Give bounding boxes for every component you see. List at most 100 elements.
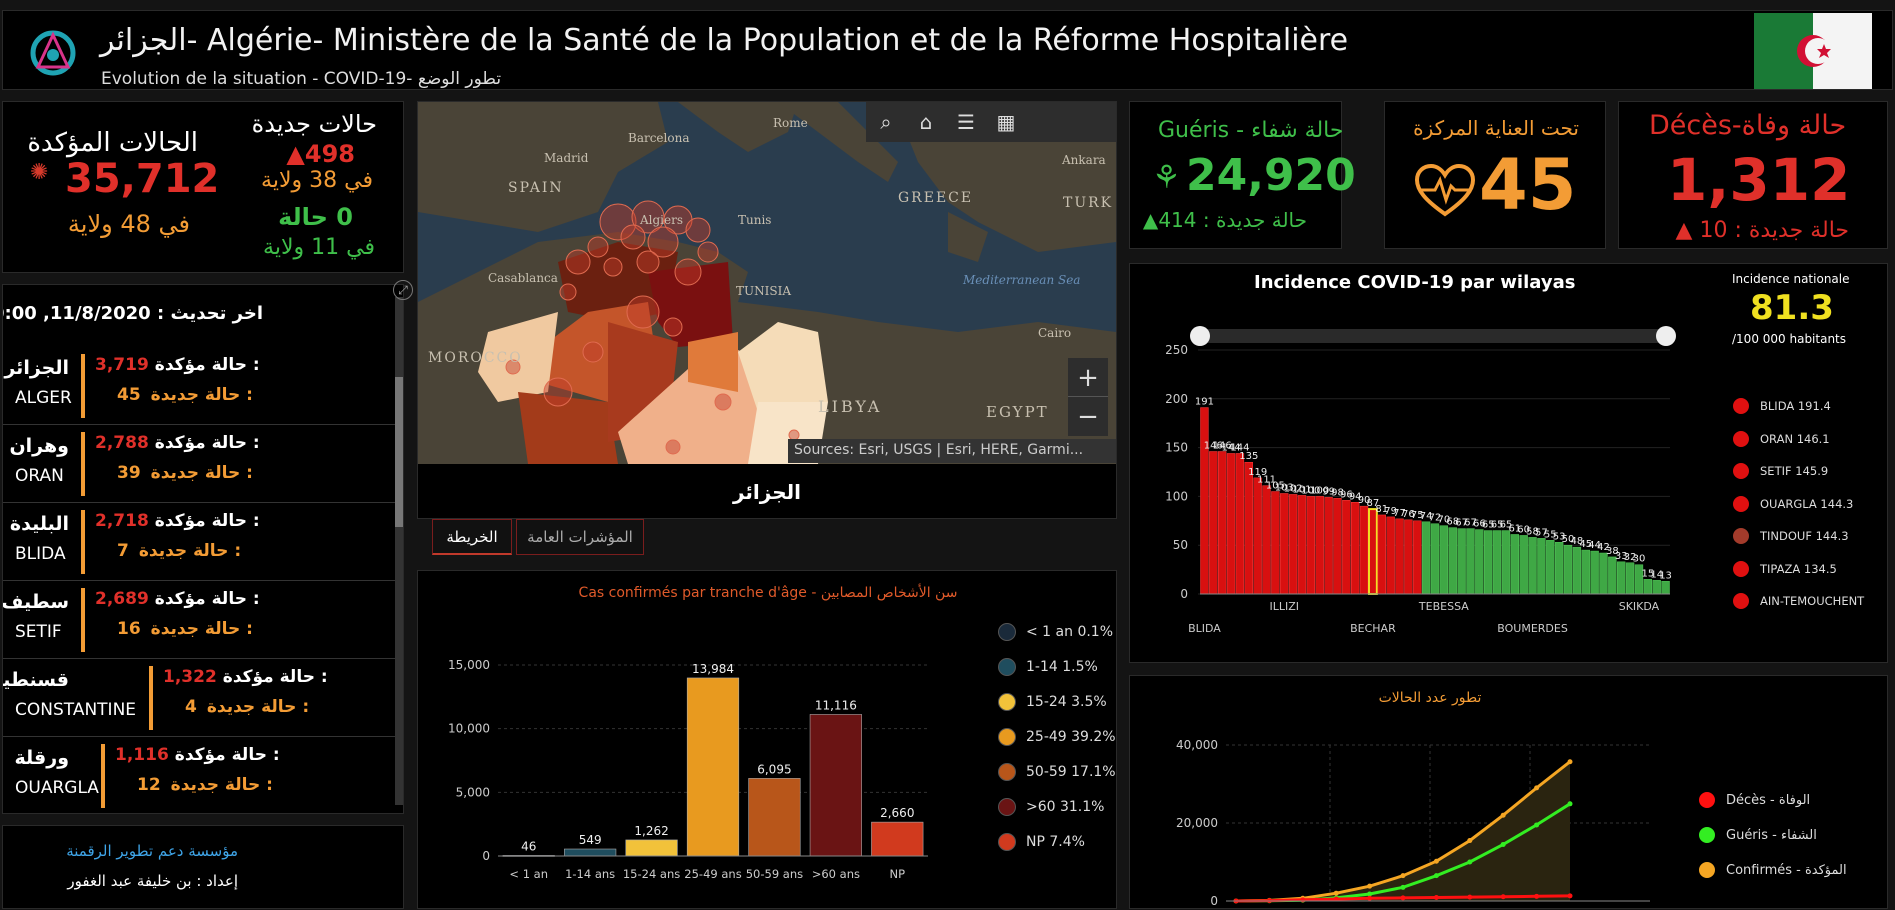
wilaya-incidence-bar[interactable]	[1572, 546, 1582, 595]
wilaya-incidence-bar[interactable]	[1563, 544, 1573, 595]
wilaya-incidence-bar[interactable]	[1590, 550, 1599, 595]
legend-item[interactable]: 1-14 1.5%	[998, 658, 1098, 676]
series-point[interactable]	[1400, 884, 1406, 890]
range-slider-handle-right[interactable]	[1656, 326, 1676, 346]
legend-item[interactable]: SETIF 145.9	[1732, 462, 1828, 480]
legend-item[interactable]: NP 7.4%	[998, 833, 1085, 851]
wilaya-incidence-bar[interactable]	[1439, 525, 1449, 595]
series-point[interactable]	[1367, 891, 1373, 897]
wilaya-incidence-bar[interactable]	[1377, 514, 1386, 595]
wilaya-incidence-bar[interactable]	[1324, 497, 1333, 595]
wilaya-incidence-bar[interactable]	[1395, 518, 1404, 595]
series-point[interactable]	[1333, 896, 1339, 902]
series-point[interactable]	[1333, 890, 1339, 896]
series-point[interactable]	[1567, 759, 1573, 765]
age-bar[interactable]	[809, 714, 862, 857]
wilaya-incidence-bar[interactable]	[1625, 562, 1635, 595]
legend-item[interactable]: AIN-TEMOUCHENT	[1732, 592, 1864, 610]
legend-item[interactable]: Décès - الوفاة	[1698, 791, 1810, 809]
legend-item[interactable]: 25-49 39.2%	[998, 728, 1116, 746]
wilaya-incidence-bar[interactable]	[1280, 493, 1289, 595]
series-point[interactable]	[1534, 893, 1540, 899]
wilaya-incidence-bar[interactable]	[1359, 505, 1369, 595]
wilaya-incidence-bar[interactable]	[1386, 516, 1395, 595]
wilaya-incidence-bar[interactable]	[1226, 453, 1236, 595]
legend-item[interactable]: TINDOUF 144.3	[1732, 527, 1849, 545]
tab-map[interactable]: الخريطة	[432, 519, 512, 555]
range-slider-track[interactable]	[1200, 329, 1670, 343]
series-point[interactable]	[1400, 873, 1406, 879]
wilaya-incidence-bar[interactable]	[1413, 520, 1422, 595]
legend-item[interactable]: OUARGLA 144.3	[1732, 494, 1853, 513]
tab-indicators[interactable]: المؤشرات العامة	[516, 519, 644, 555]
wilaya-incidence-bar[interactable]	[1608, 556, 1617, 595]
wilaya-incidence-bar[interactable]	[1652, 580, 1661, 595]
layer-list-icon[interactable]: ☰	[946, 102, 986, 142]
wilaya-incidence-bar[interactable]	[1537, 538, 1546, 595]
series-point[interactable]	[1433, 858, 1439, 864]
wilaya-incidence-bar[interactable]	[1430, 523, 1440, 595]
wilaya-incidence-bar[interactable]	[1581, 549, 1590, 595]
wilaya-incidence-bar[interactable]	[1510, 534, 1519, 595]
range-slider-handle-left[interactable]	[1190, 326, 1210, 346]
wilaya-incidence-bar[interactable]	[1617, 561, 1626, 595]
series-point[interactable]	[1433, 894, 1439, 900]
wilaya-incidence-bar[interactable]	[1457, 528, 1466, 595]
legend-item[interactable]: Guéris - الشفاء	[1698, 826, 1817, 844]
age-bar[interactable]	[625, 839, 678, 857]
series-point[interactable]	[1500, 812, 1506, 818]
wilaya-incidence-bar[interactable]	[1501, 530, 1511, 595]
age-bar[interactable]	[871, 821, 924, 857]
series-point[interactable]	[1467, 838, 1473, 844]
home-icon[interactable]: ⌂	[906, 102, 946, 142]
wilaya-incidence-bar[interactable]	[1404, 519, 1413, 595]
wilaya-incidence-bar[interactable]	[1546, 540, 1555, 595]
wilaya-incidence-bar[interactable]	[1333, 498, 1342, 595]
wilaya-incidence-bar[interactable]	[1271, 491, 1280, 595]
wilaya-incidence-bar[interactable]	[1217, 451, 1227, 595]
list-item[interactable]: ورقلة OUARGLA 1,116 حالة مؤكدة : 12 حالة جديد…	[3, 737, 399, 813]
wilaya-incidence-bar[interactable]	[1235, 453, 1245, 595]
series-point[interactable]	[1567, 893, 1573, 899]
wilaya-incidence-bar[interactable]	[1315, 496, 1324, 595]
legend-item[interactable]: 15-24 3.5%	[998, 693, 1107, 711]
zoom-in-button[interactable]: +	[1068, 358, 1108, 398]
wilaya-incidence-bar[interactable]	[1421, 521, 1431, 595]
list-item[interactable]: الجزائر ALGER 3,719 حالة مؤكدة : 45 حالة جديد…	[3, 347, 399, 425]
series-point[interactable]	[1500, 894, 1506, 900]
wilaya-incidence-bar[interactable]	[1306, 496, 1316, 595]
series-point[interactable]	[1433, 873, 1439, 879]
map-canvas[interactable]: Madrid Barcelona SPAIN Rome Ankara GREEC…	[418, 102, 1116, 464]
search-icon[interactable]: ⌕	[866, 102, 906, 142]
wilaya-incidence-bar[interactable]	[1209, 451, 1218, 595]
wilaya-incidence-bar[interactable]	[1475, 529, 1484, 595]
wilaya-incidence-bar[interactable]	[1342, 500, 1351, 595]
wilaya-incidence-bar[interactable]	[1466, 528, 1475, 595]
wilaya-incidence-bar[interactable]	[1297, 495, 1307, 595]
age-bar[interactable]	[564, 848, 617, 857]
zoom-out-button[interactable]: −	[1068, 396, 1108, 436]
wilaya-incidence-bar[interactable]	[1262, 485, 1271, 595]
list-scrollbar[interactable]	[395, 297, 403, 805]
legend-item[interactable]: < 1 an 0.1%	[998, 623, 1113, 641]
age-bar[interactable]	[686, 677, 740, 857]
legend-item[interactable]: 50-59 17.1%	[998, 763, 1116, 781]
wilaya-incidence-bar[interactable]	[1528, 537, 1537, 595]
series-point[interactable]	[1400, 895, 1406, 901]
wilaya-incidence-bar[interactable]	[1448, 527, 1457, 595]
series-point[interactable]	[1500, 841, 1506, 847]
list-item[interactable]: وهران ORAN 2,788 حالة مؤكدة : 39 حالة جديدة :	[3, 425, 399, 503]
list-item[interactable]: البليدة BLIDA 2,718 حالة مؤكدة : 7 حالة جديدة…	[3, 503, 399, 581]
series-point[interactable]	[1367, 883, 1373, 889]
wilaya-incidence-bar[interactable]	[1200, 407, 1209, 595]
legend-item[interactable]: TIPAZA 134.5	[1732, 559, 1837, 578]
series-point[interactable]	[1534, 822, 1540, 828]
age-bar[interactable]	[748, 778, 801, 857]
wilaya-incidence-bar[interactable]	[1643, 579, 1653, 595]
series-point[interactable]	[1467, 894, 1473, 900]
wilaya-incidence-bar[interactable]	[1244, 461, 1253, 595]
qr-code-icon[interactable]: ▦	[986, 102, 1026, 142]
series-point[interactable]	[1534, 785, 1540, 791]
series-point[interactable]	[1467, 859, 1473, 865]
